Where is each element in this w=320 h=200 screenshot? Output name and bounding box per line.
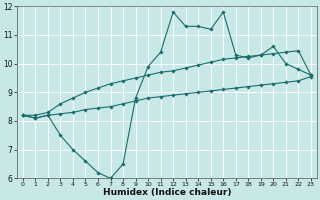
X-axis label: Humidex (Indice chaleur): Humidex (Indice chaleur) [103, 188, 231, 197]
